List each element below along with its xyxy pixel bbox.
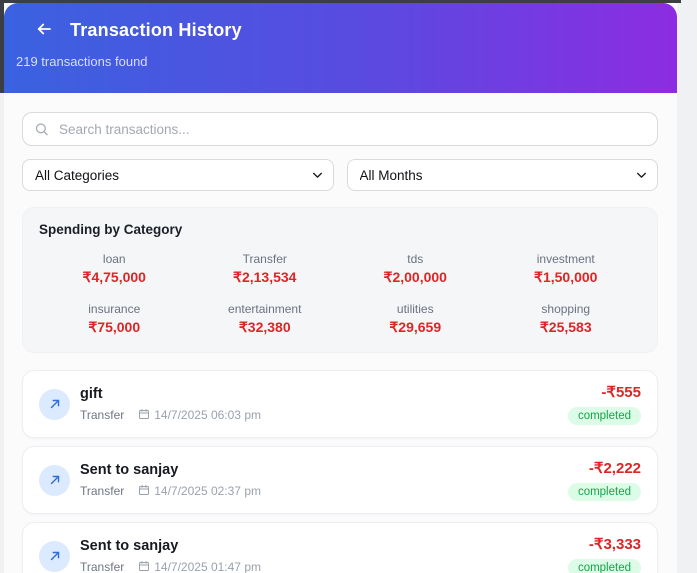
spending-panel-title: Spending by Category	[39, 222, 183, 237]
spending-item-amount: ₹4,75,000	[82, 269, 146, 285]
status-badge: completed	[567, 483, 641, 501]
spending-item-amount: ₹29,659	[389, 319, 442, 335]
transaction-amount: -₹2,222	[588, 460, 641, 477]
transaction-amount: -₹555	[601, 384, 641, 401]
filters-row: All Categories All Months	[22, 159, 658, 191]
transaction-main: Sent to sanjay Transfer 14/7/2025 02:37 …	[80, 462, 568, 499]
transaction-category: Transfer	[80, 560, 125, 573]
spending-item: loan ₹4,75,000	[39, 252, 190, 286]
status-badge: completed	[567, 559, 641, 573]
spending-item: shopping ₹25,583	[491, 302, 642, 336]
spending-item: insurance ₹75,000	[39, 302, 190, 336]
transaction-category: Transfer	[80, 484, 125, 498]
transactions-count: 219 transactions found	[16, 54, 148, 69]
calendar-icon	[138, 560, 154, 573]
spending-item: Transfer ₹2,13,534	[190, 252, 341, 286]
arrow-up-right-icon	[39, 540, 70, 572]
transaction-title: gift	[80, 385, 103, 402]
window-top-edge	[0, 0, 681, 3]
spending-item-amount: ₹75,000	[88, 319, 141, 335]
transaction-amount: -₹3,333	[588, 536, 641, 553]
arrow-up-right-icon	[39, 464, 70, 496]
transaction-datetime: 14/7/2025 06:03 pm	[154, 408, 261, 422]
transaction-card[interactable]: Sent to sanjay Transfer 14/7/2025 02:37 …	[22, 446, 658, 514]
category-filter-select[interactable]: All Categories	[22, 159, 334, 191]
transaction-category: Transfer	[80, 408, 125, 422]
spending-item-label: tds	[407, 252, 424, 266]
arrow-left-icon	[35, 20, 53, 41]
spending-item-amount: ₹32,380	[238, 319, 291, 335]
transaction-card[interactable]: Sent to sanjay Transfer 14/7/2025 01:47 …	[22, 522, 658, 573]
month-filter: All Months	[346, 159, 658, 191]
transaction-title: Sent to sanjay	[80, 537, 179, 554]
content: All Categories All Months Spending by Ca…	[4, 93, 677, 573]
category-filter: All Categories	[22, 159, 334, 191]
spending-item-label: shopping	[541, 302, 591, 316]
spending-item: tds ₹2,00,000	[340, 252, 491, 286]
spending-item-label: entertainment	[228, 302, 302, 316]
spending-item-label: Transfer	[242, 252, 287, 266]
app-container: Transaction History 219 transactions fou…	[4, 3, 677, 573]
search-input[interactable]	[22, 112, 658, 146]
spending-item-amount: ₹1,50,000	[534, 269, 598, 285]
transaction-datetime: 14/7/2025 01:47 pm	[154, 560, 261, 573]
spending-by-category-panel: Spending by Category loan ₹4,75,000 Tran…	[22, 207, 658, 353]
transaction-list: gift Transfer 14/7/2025 06:03 pm -₹555 c…	[22, 370, 658, 573]
spending-item-label: investment	[536, 252, 595, 266]
spending-item-label: insurance	[88, 302, 141, 316]
spending-item: investment ₹1,50,000	[491, 252, 642, 286]
spending-item-amount: ₹2,00,000	[383, 269, 447, 285]
arrow-up-right-icon	[39, 388, 70, 420]
spending-item-label: loan	[102, 252, 126, 266]
window-left-edge	[0, 0, 4, 93]
transaction-main: Sent to sanjay Transfer 14/7/2025 01:47 …	[80, 538, 568, 573]
back-button[interactable]	[32, 18, 56, 42]
transaction-main: gift Transfer 14/7/2025 06:03 pm	[80, 386, 568, 423]
month-filter-select[interactable]: All Months	[346, 159, 658, 191]
spending-item-amount: ₹2,13,534	[233, 269, 297, 285]
page-title: Transaction History	[70, 19, 242, 40]
spending-grid: loan ₹4,75,000 Transfer ₹2,13,534 tds ₹2…	[39, 252, 641, 336]
spending-item: utilities ₹29,659	[340, 302, 491, 336]
header: Transaction History 219 transactions fou…	[4, 3, 677, 93]
spending-item: entertainment ₹32,380	[190, 302, 341, 336]
status-badge: completed	[567, 407, 641, 425]
transaction-datetime: 14/7/2025 02:37 pm	[154, 484, 261, 498]
spending-item-label: utilities	[396, 302, 434, 316]
transaction-card[interactable]: gift Transfer 14/7/2025 06:03 pm -₹555 c…	[22, 370, 658, 438]
transaction-title: Sent to sanjay	[80, 461, 179, 478]
calendar-icon	[138, 484, 154, 499]
calendar-icon	[138, 408, 154, 423]
spending-item-amount: ₹25,583	[539, 319, 592, 335]
search-bar	[22, 112, 658, 146]
